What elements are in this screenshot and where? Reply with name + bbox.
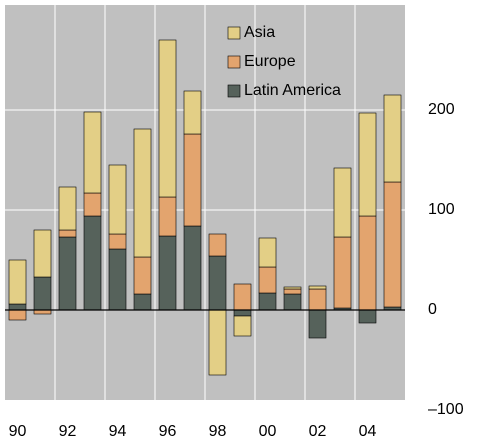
bar-segment [158,39,177,198]
bar-segment [208,309,227,376]
bar-segment [358,112,377,217]
legend-swatch [227,84,241,98]
bar-segment [383,181,402,308]
bar-segment [283,286,302,290]
bar-segment [258,292,277,311]
y-tick-label: 200 [428,101,455,118]
x-tick-label: 02 [309,423,327,440]
bar-segment [133,256,152,295]
x-tick-label: 90 [9,423,27,440]
bar-segment [333,167,352,238]
x-tick-label: 96 [159,423,177,440]
bar-segment [208,233,227,257]
bar-segment [208,255,227,311]
bar-segment [58,186,77,231]
bar-segment [8,259,27,305]
bar-segment [283,288,302,295]
bar-segment [308,285,327,290]
legend-label: Asia [244,24,275,41]
x-tick-label: 98 [209,423,227,440]
bar-segment [358,309,377,324]
bar-segment [258,237,277,268]
bar-segment [308,288,327,311]
bar-segment [8,303,27,311]
bar-segment [33,229,52,278]
bar-segment [233,283,252,311]
bar-segment [108,164,127,235]
x-tick-label: 94 [109,423,127,440]
bar-segment [133,128,152,258]
bar-segment [283,293,302,311]
legend-swatch [227,55,241,69]
bar-segment [333,236,352,309]
y-tick-label: –100 [428,401,464,418]
bar-segment [83,192,102,217]
bar-segment [233,309,252,317]
y-tick-label: 100 [428,201,455,218]
bar-segment [58,236,77,311]
bar-segment [33,276,52,311]
bar-segment [308,309,327,339]
bar-segment [158,235,177,311]
bar-segment [233,315,252,337]
bar-segment [183,90,202,135]
legend-label: Latin America [244,82,341,99]
bar-segment [183,133,202,227]
bar-segment [258,266,277,294]
bar-segment [58,229,77,238]
bar-segment [133,293,152,311]
bar-segment [108,248,127,311]
legend-label: Europe [244,53,296,70]
x-tick-label: 00 [259,423,277,440]
bar-segment [383,94,402,183]
bar-segment [358,215,377,311]
bar-segment [183,225,202,311]
bar-segment [83,111,102,194]
x-tick-label: 04 [359,423,377,440]
bar-segment [83,215,102,311]
x-tick-label: 92 [59,423,77,440]
legend-swatch [227,26,241,40]
y-tick-label: 0 [428,301,437,318]
bar-segment [158,196,177,237]
bar-segment [8,309,27,321]
bar-segment [108,233,127,250]
